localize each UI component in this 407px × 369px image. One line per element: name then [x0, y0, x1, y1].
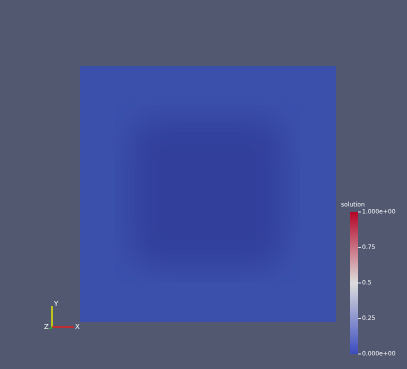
z-axis — [49, 326, 53, 330]
colorbar-tick-label: 1.000e+00 — [362, 209, 396, 216]
colorbar-tick-label: 0.75 — [362, 244, 376, 251]
colorbar — [350, 212, 358, 354]
colorbar-tick-label: 0.000e+00 — [362, 351, 396, 358]
surface — [80, 66, 336, 322]
y-label: Y — [53, 300, 59, 308]
surface-center — [130, 118, 285, 268]
x-label: X — [75, 323, 80, 331]
z-label: Z — [44, 323, 49, 331]
colorbar-title: solution — [341, 202, 365, 209]
axes-triad: Y X Z — [44, 300, 80, 331]
colorbar-tick-label: 0.25 — [362, 315, 376, 322]
colorbar-tick-label: 0.5 — [362, 280, 372, 287]
